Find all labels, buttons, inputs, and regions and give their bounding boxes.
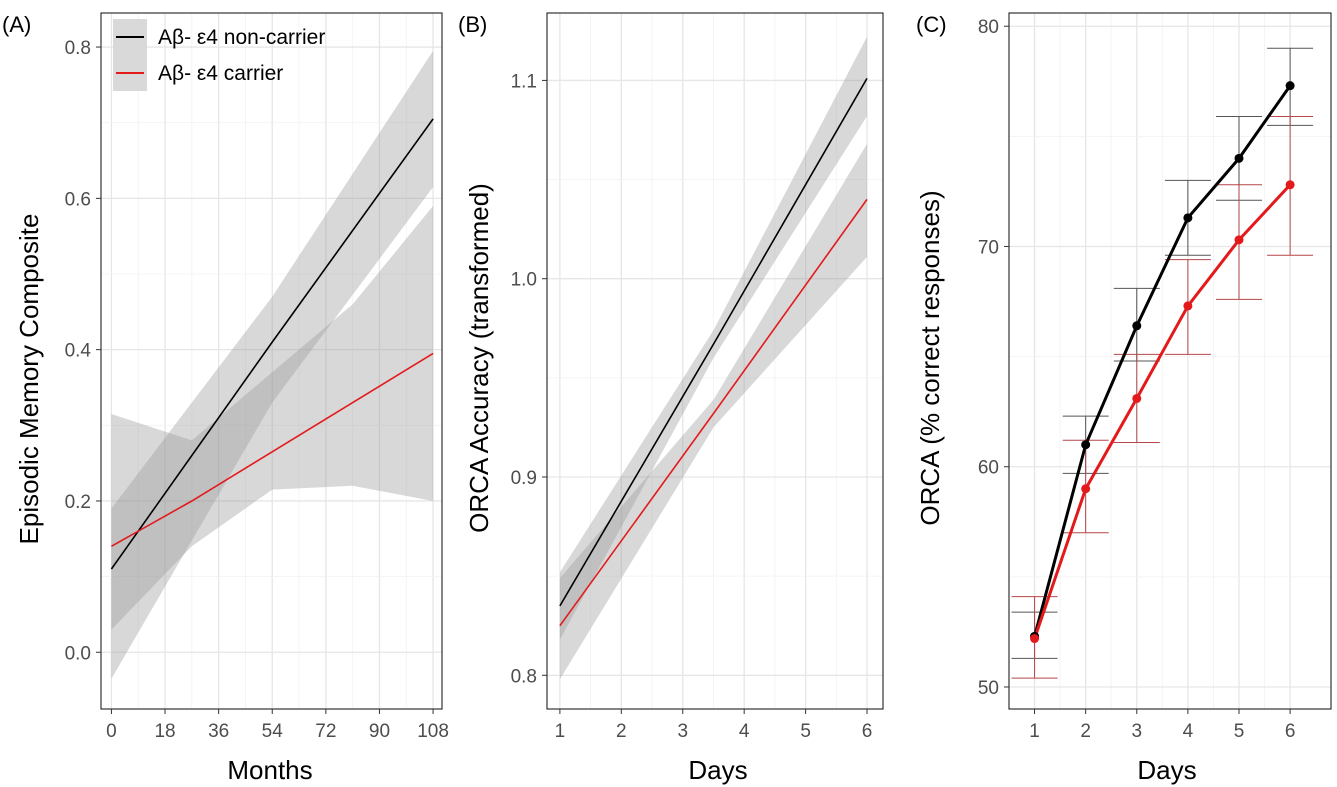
panel-a-grid	[101, 13, 442, 709]
x-tick-label: 1	[555, 721, 566, 742]
panel-b-grid	[547, 13, 883, 709]
legend-label-noncarrier: Aβ- ε4 non-carrier	[158, 26, 325, 49]
y-tick-label: 1.0	[511, 270, 537, 291]
data-point-carrier	[1183, 301, 1193, 311]
x-tick-label: 108	[417, 721, 449, 742]
y-tick-label: 0.9	[511, 468, 537, 489]
panel-a-label: (A)	[2, 12, 31, 37]
x-tick-label: 6	[1285, 721, 1296, 742]
x-tick-label: 90	[369, 721, 390, 742]
panel-c-xticks: 1 2 3 4 5 6	[1029, 709, 1295, 742]
panel-a-legend: Aβ- ε4 non-carrier Aβ- ε4 carrier	[113, 19, 325, 91]
panel-c-points	[1030, 81, 1295, 644]
panel-b-border	[546, 12, 884, 710]
x-tick-label: 4	[1183, 721, 1194, 742]
x-tick-label: 2	[616, 721, 627, 742]
x-tick-label: 2	[1080, 721, 1091, 742]
confidence-band-noncarrier	[111, 50, 434, 679]
data-point-carrier	[1030, 634, 1040, 644]
fit-line-noncarrier	[110, 118, 434, 570]
panel-a-lines	[110, 118, 434, 570]
confidence-band-carrier	[559, 143, 867, 680]
panel-c-grid	[1009, 13, 1331, 709]
y-tick-label: 0.6	[65, 189, 91, 210]
x-tick-label: 6	[862, 721, 873, 742]
legend-label-carrier: Aβ- ε4 carrier	[158, 62, 283, 85]
panel-c-label: (C)	[916, 12, 947, 37]
mean-line-carrier	[1033, 183, 1292, 639]
data-point-carrier	[1132, 393, 1142, 403]
data-point-carrier	[1234, 235, 1244, 245]
panel-a-border	[100, 12, 443, 710]
x-tick-label: 5	[800, 721, 811, 742]
panel-a-xticks: 0 18 36 54 72 90 108	[106, 709, 449, 742]
panel-b-yticks: 0.8 0.9 1.0 1.1	[511, 71, 547, 687]
panel-c-yticks: 50 60 70 80	[978, 17, 1009, 699]
mean-line-noncarrier	[1033, 84, 1292, 637]
data-point-noncarrier	[1183, 213, 1193, 223]
y-tick-label: 1.1	[511, 71, 537, 92]
x-tick-label: 54	[262, 721, 284, 742]
panel-b-lines	[559, 77, 868, 627]
data-point-noncarrier	[1285, 81, 1295, 91]
x-tick-label: 5	[1234, 721, 1245, 742]
y-tick-label: 80	[978, 17, 999, 38]
data-point-noncarrier	[1132, 321, 1142, 331]
y-tick-label: 50	[978, 678, 999, 699]
confidence-band-noncarrier	[559, 36, 867, 640]
x-tick-label: 18	[154, 721, 175, 742]
panel-c-y-title: ORCA (% correct responses)	[915, 190, 945, 525]
panel-b-label: (B)	[458, 12, 487, 37]
y-tick-label: 70	[978, 237, 999, 258]
x-tick-label: 72	[315, 721, 336, 742]
data-point-noncarrier	[1081, 440, 1091, 450]
y-tick-label: 0.0	[65, 643, 91, 664]
y-tick-label: 60	[978, 458, 999, 479]
confidence-band-carrier	[111, 205, 434, 630]
x-tick-label: 4	[739, 721, 750, 742]
data-point-noncarrier	[1234, 153, 1244, 163]
panel-b-x-title: Days	[688, 755, 747, 785]
panel-b-xticks: 1 2 3 4 5 6	[555, 709, 873, 742]
data-point-carrier	[1081, 484, 1091, 494]
y-tick-label: 0.8	[65, 38, 91, 59]
fit-line-noncarrier	[559, 77, 868, 607]
panel-b-y-title: ORCA Accuracy (transformed)	[464, 183, 494, 533]
y-tick-label: 0.8	[511, 666, 537, 687]
x-tick-label: 1	[1029, 721, 1040, 742]
data-point-carrier	[1285, 180, 1295, 190]
panel-c-border	[1008, 12, 1332, 710]
y-tick-label: 0.4	[65, 341, 92, 362]
panel-a-y-title: Episodic Memory Composite	[14, 214, 44, 545]
panel-a-x-title: Months	[227, 755, 312, 785]
x-tick-label: 3	[677, 721, 688, 742]
panel-b-bands	[559, 36, 867, 680]
panel-c-x-title: Days	[1137, 755, 1196, 785]
panel-a: (A) 0 18 36 54 72 90 108 0.0 0.2 0.4 0.6 0.8 Month…	[2, 12, 449, 785]
panel-c: (C) 1 2 3 4 5 6 50 60 70 80 Days ORCA (% correct…	[915, 12, 1332, 785]
fit-line-carrier	[111, 352, 434, 547]
x-tick-label: 0	[106, 721, 117, 742]
fit-line-carrier	[559, 198, 868, 627]
x-tick-label: 36	[208, 721, 229, 742]
panel-a-yticks: 0.0 0.2 0.4 0.6 0.8	[65, 38, 101, 664]
panel-c-lines	[1033, 84, 1292, 639]
panel-a-bands	[111, 50, 434, 679]
y-tick-label: 0.2	[65, 492, 91, 513]
x-tick-label: 3	[1131, 721, 1142, 742]
panel-b: (B) 1 2 3 4 5 6 0.8 0.9 1.0 1.1 Days ORCA Accura…	[458, 12, 884, 785]
